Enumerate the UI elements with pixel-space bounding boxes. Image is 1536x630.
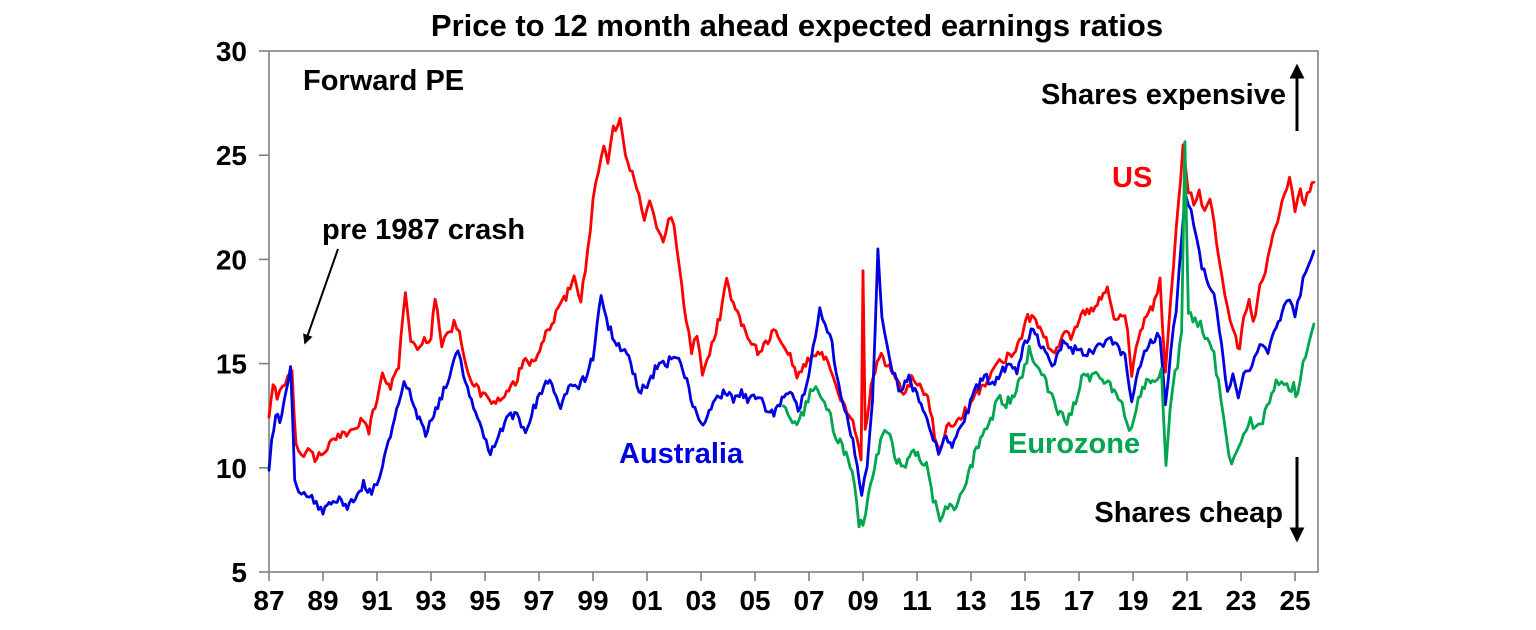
x-tick-label: 89 [307,585,338,616]
x-tick-label: 11 [902,585,932,616]
x-tick-label: 05 [739,585,770,616]
axes: 30 25 20 15 10 587 89 91 93 95 97 99 01 03 05 07 09 11 13 1… [216,36,1311,616]
x-tick-label: 95 [469,585,500,616]
series-australia-line [267,193,1316,516]
series-us-line [267,117,1316,464]
x-tick-label: 21 [1171,585,1202,616]
x-tick-label: 07 [793,585,824,616]
x-tick-label: 97 [523,585,554,616]
x-tick-label: 09 [847,585,878,616]
forward-pe-label: Forward PE [303,65,464,97]
y-tick-label: 15 [216,349,247,380]
australia-series-label: Australia [619,438,744,470]
y-tick-label: 5 [231,557,247,588]
x-tick-label: 17 [1063,585,1094,616]
us-series-label: US [1112,162,1152,194]
shares-cheap-label: Shares cheap [1094,497,1283,529]
series-eurozone-line [782,140,1316,529]
x-tick-label: 91 [361,585,392,616]
pre-1987-crash-label: pre 1987 crash [322,214,525,246]
x-tick-label: 15 [1009,585,1040,616]
x-tick-label: 13 [955,585,986,616]
x-tick-label: 25 [1279,585,1310,616]
x-tick-label: 93 [415,585,446,616]
x-tick-label: 03 [685,585,716,616]
x-tick-label: 99 [577,585,608,616]
x-tick-label: 87 [253,585,284,616]
chart-title: Price to 12 month ahead expected earning… [431,8,1163,43]
y-tick-label: 25 [216,140,247,171]
y-tick-label: 20 [216,244,247,275]
pre-1987-crash-arrow [303,248,339,345]
series-layer [267,117,1316,529]
x-tick-label: 01 [631,585,662,616]
x-tick-label: 23 [1225,585,1256,616]
x-tick-label: 19 [1117,585,1148,616]
eurozone-series-label: Eurozone [1008,428,1140,460]
y-tick-label: 10 [216,453,247,484]
y-tick-label: 30 [216,36,247,67]
plot-border [268,50,1319,573]
shares-expensive-label: Shares expensive [1041,79,1286,111]
